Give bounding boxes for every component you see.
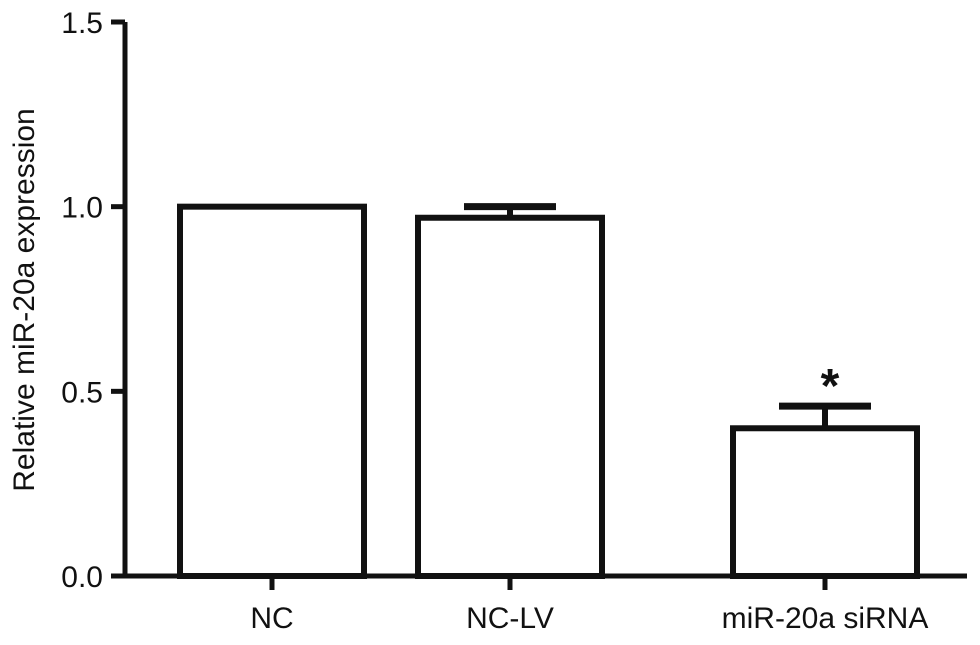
y-tick-label: 0.0: [61, 561, 103, 594]
x-tick-label: miR-20a siRNA: [722, 602, 929, 635]
y-axis-ticks: 0.0 0.5 1.0 1.5: [61, 7, 125, 594]
x-tick-label: NC-LV: [466, 602, 554, 635]
annotations: *: [821, 360, 840, 413]
y-tick-label: 1.0: [61, 192, 103, 225]
bars: [177, 203, 920, 580]
error-bars: [464, 203, 871, 429]
bar: [730, 425, 920, 579]
x-axis-ticks: NC NC-LV miR-20a siRNA: [250, 576, 928, 635]
bar: [415, 214, 605, 579]
x-tick-label: NC: [250, 602, 293, 635]
y-tick-label: 1.5: [61, 7, 103, 40]
y-tick-label: 0.5: [61, 376, 103, 409]
bar: [177, 203, 367, 580]
y-axis-title: Relative miR-20a expression: [8, 108, 41, 492]
significance-marker: *: [821, 360, 840, 413]
